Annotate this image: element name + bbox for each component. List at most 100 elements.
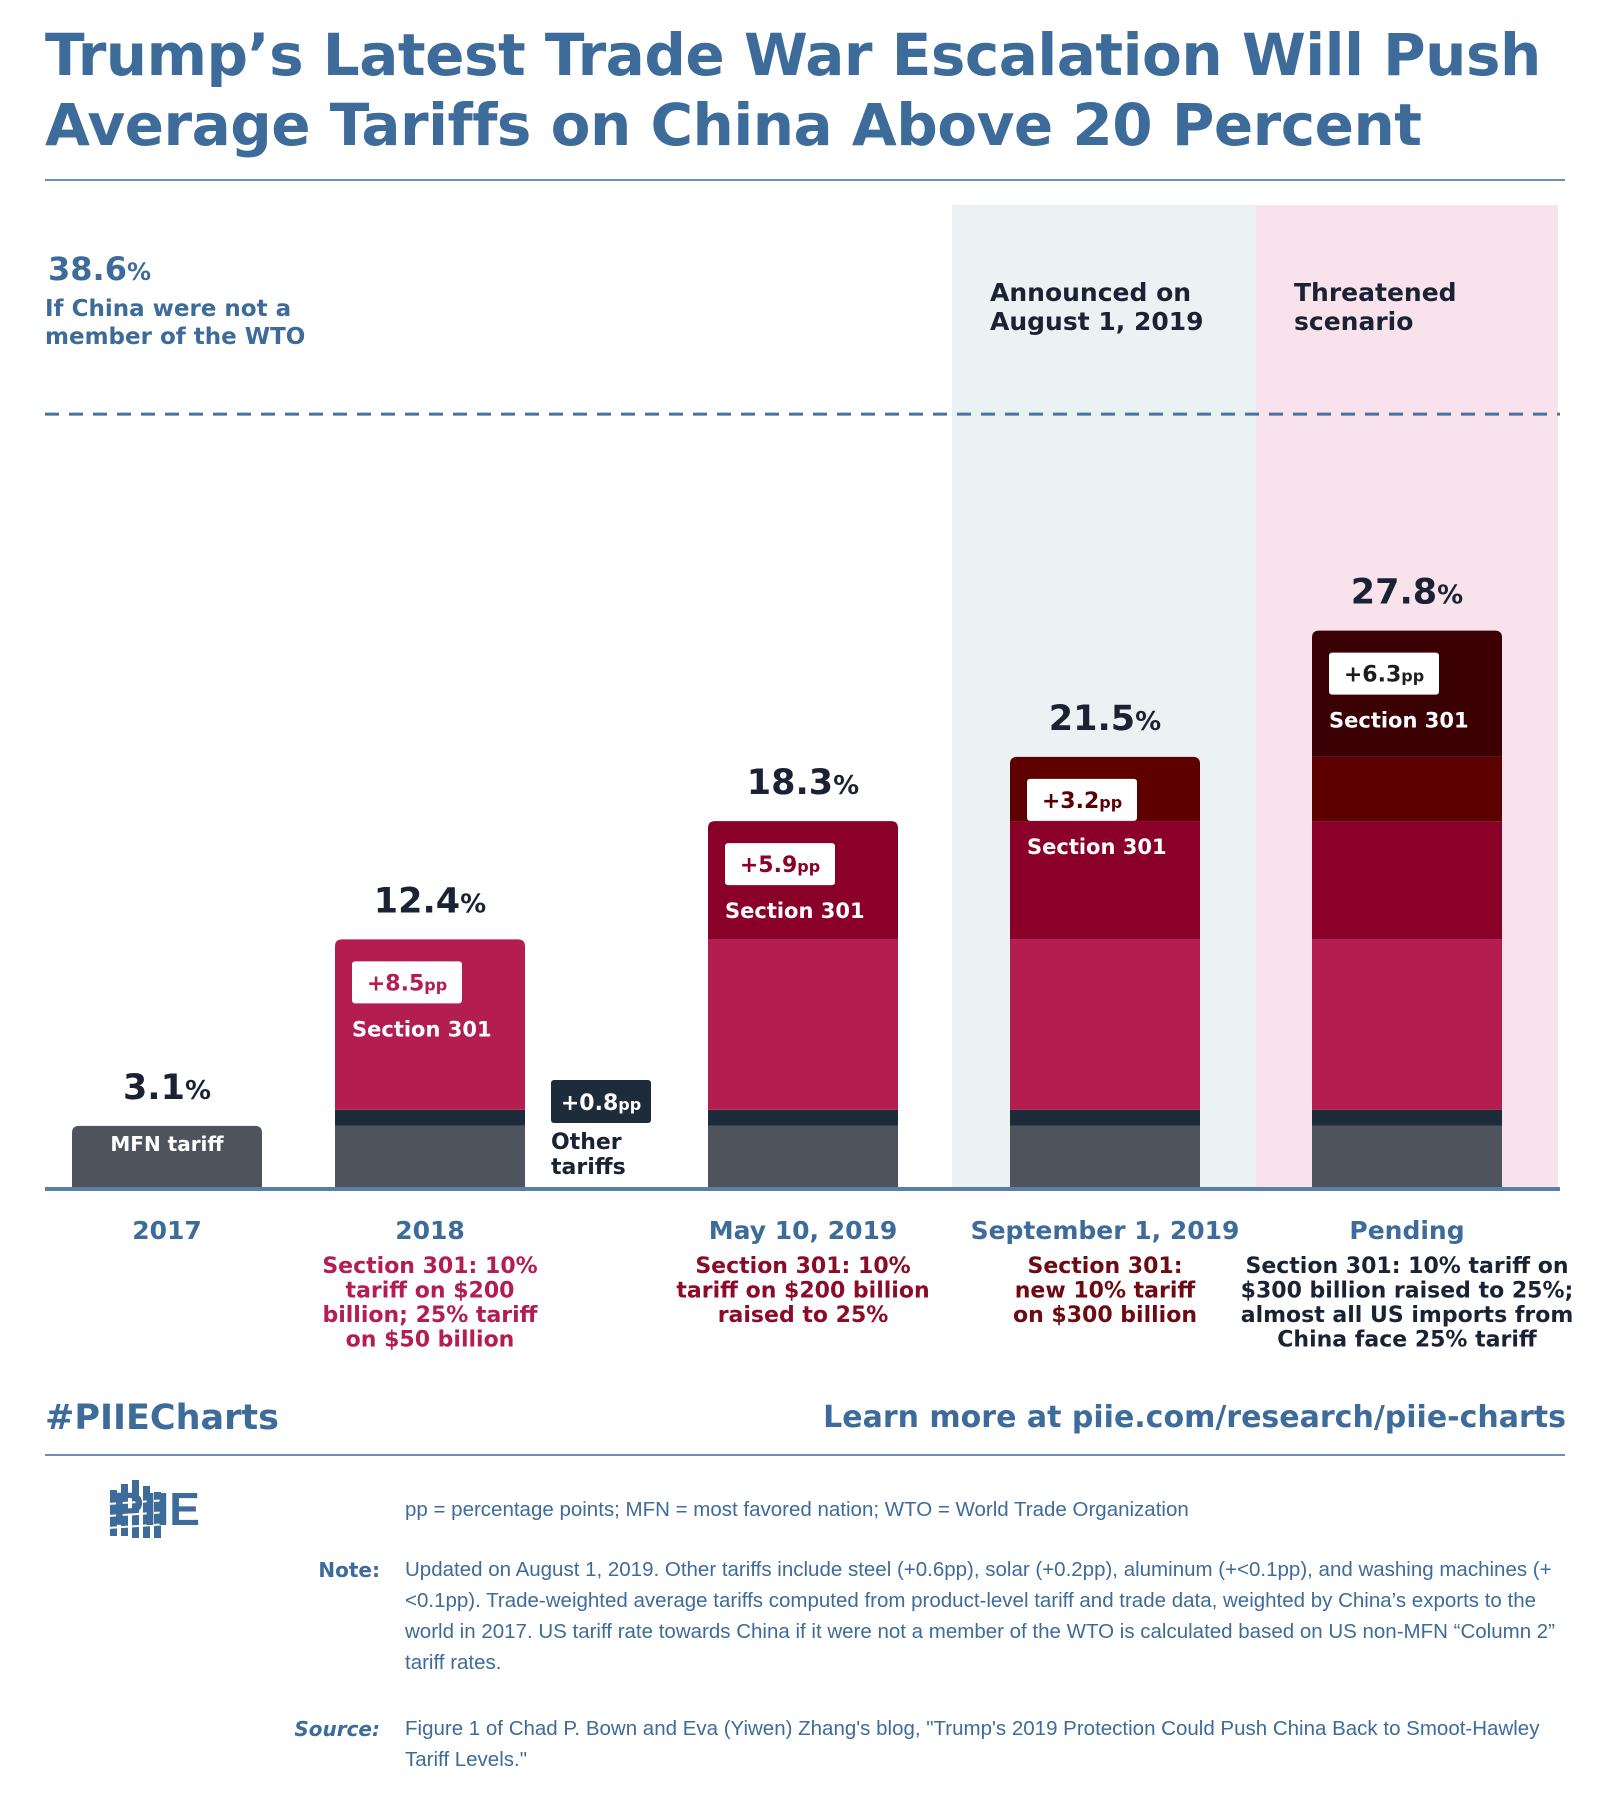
wto-reference-label: If China were not a (45, 296, 291, 322)
increment-section-label: Section 301 (1027, 835, 1167, 859)
category-note: on $300 billion (1013, 1303, 1197, 1328)
reference-value-number: 38.6 (48, 250, 127, 288)
increment-badge-text: +8.5pp (367, 971, 447, 996)
bar-segment (1312, 756, 1502, 822)
category-note: almost all US imports from (1241, 1303, 1574, 1328)
total-number: 3.1 (123, 1068, 185, 1108)
increment-section-label: Section 301 (725, 899, 865, 923)
category-note: Section 301: (1027, 1254, 1182, 1279)
total-number: 21.5 (1049, 699, 1135, 739)
region-label: Announced on (990, 278, 1191, 307)
category-note: on $50 billion (346, 1328, 515, 1353)
bar-segment (1312, 1125, 1502, 1188)
increment-badge (1329, 652, 1439, 695)
learn-more-link[interactable]: Learn more at piie.com/research/piie-cha… (823, 1400, 1566, 1435)
bars (72, 630, 1502, 1188)
increment-value: +5.9 (740, 853, 797, 878)
category-note: Section 301: 10% (322, 1254, 537, 1279)
category-label: May 10, 2019 (709, 1216, 898, 1245)
total-number: 12.4 (374, 881, 460, 921)
bar-segment (72, 1125, 262, 1188)
category-note: China face 25% tariff (1277, 1328, 1538, 1353)
total-unit: % (1437, 581, 1463, 611)
bar-total-label: 21.5% (1049, 699, 1161, 739)
category-note: new 10% tariff (1015, 1279, 1197, 1304)
bar-segment (708, 1109, 898, 1126)
bar-segment (1010, 821, 1200, 940)
total-unit: % (460, 889, 486, 919)
source-text: Figure 1 of Chad P. Bown and Eva (Yiwen)… (405, 1717, 1540, 1771)
category-note: Section 301: 10% (695, 1254, 910, 1279)
bar-segment (335, 1109, 525, 1126)
other-tariffs-badge (551, 1080, 651, 1123)
total-number: 27.8 (1351, 573, 1437, 613)
chart-title: Trump’s Latest Trade War Escalation Will… (45, 21, 1541, 159)
region-label: August 1, 2019 (990, 307, 1204, 336)
abbreviations-text: pp = percentage points; MFN = most favor… (405, 1498, 1189, 1521)
increment-value: +6.3 (1344, 663, 1401, 688)
wto-reference-label: member of the WTO (45, 324, 305, 350)
bar-segment (1010, 939, 1200, 1110)
category-note: tariff on $200 (346, 1279, 515, 1304)
total-unit: % (1135, 707, 1161, 737)
total-number: 18.3 (747, 763, 833, 803)
bar-total-label: 3.1% (123, 1068, 211, 1108)
note-text: Updated on August 1, 2019. Other tariffs… (405, 1558, 1556, 1674)
bar-total-label: 18.3% (747, 763, 859, 803)
increment-value: +3.2 (1042, 789, 1099, 814)
badge-value: +0.8 (561, 1091, 618, 1116)
increment-unit: pp (797, 857, 820, 876)
increment-badge (725, 843, 835, 886)
increment-badge-text: +5.9pp (740, 853, 820, 878)
piie-logo-text: PIIE (113, 1483, 200, 1535)
category-label: Pending (1349, 1216, 1464, 1245)
other-tariffs-label: Other (551, 1130, 622, 1155)
bar-segment (708, 1125, 898, 1188)
category-note: raised to 25% (718, 1303, 889, 1328)
increment-badge (352, 961, 462, 1004)
category-label: 2017 (132, 1216, 202, 1245)
increment-unit: pp (1401, 667, 1424, 686)
category-label: 2018 (395, 1216, 465, 1245)
total-unit: % (185, 1076, 211, 1106)
bar-segment (1312, 939, 1502, 1110)
wto-reference-value: 38.6% (48, 250, 151, 288)
total-unit: % (833, 771, 859, 801)
note-label: Note: (318, 1558, 380, 1582)
bar-segment (1010, 1109, 1200, 1126)
footer-divider (45, 1454, 1565, 1456)
hashtag: #PIIECharts (45, 1398, 279, 1438)
badge-unit: pp (618, 1095, 641, 1114)
bar-total-label: 27.8% (1351, 573, 1463, 613)
source-label: Source: (294, 1717, 380, 1741)
bar-total-label: 12.4% (374, 881, 486, 921)
bar-segment (1312, 821, 1502, 940)
increment-badge-text: +3.2pp (1042, 789, 1122, 814)
region-label: scenario (1294, 307, 1413, 336)
bar-segment (1312, 1109, 1502, 1126)
region-label: Threatened (1294, 278, 1457, 307)
bar-segment (335, 1125, 525, 1188)
category-label: September 1, 2019 (971, 1216, 1240, 1245)
category-note: Section 301: 10% tariff on (1245, 1254, 1568, 1279)
category-note: billion; 25% tariff (322, 1303, 538, 1328)
increment-section-label: Section 301 (1329, 709, 1469, 733)
increment-value: +8.5 (367, 971, 424, 996)
bar-segment (1010, 1125, 1200, 1188)
increment-unit: pp (424, 975, 447, 994)
increment-badge-text: +6.3pp (1344, 663, 1424, 688)
increment-badge (1027, 778, 1137, 821)
reference-value-unit: % (127, 258, 151, 286)
mfn-tariff-label: MFN tariff (110, 1132, 224, 1156)
other-tariffs-badge-text: +0.8pp (561, 1091, 641, 1116)
increment-unit: pp (1099, 793, 1122, 812)
category-note: tariff on $200 billion (676, 1279, 929, 1304)
increment-section-label: Section 301 (352, 1017, 492, 1041)
category-note: $300 billion raised to 25%; (1241, 1279, 1574, 1304)
other-tariffs-label: tariffs (551, 1155, 626, 1180)
piie-logo-icon (107, 1480, 169, 1538)
